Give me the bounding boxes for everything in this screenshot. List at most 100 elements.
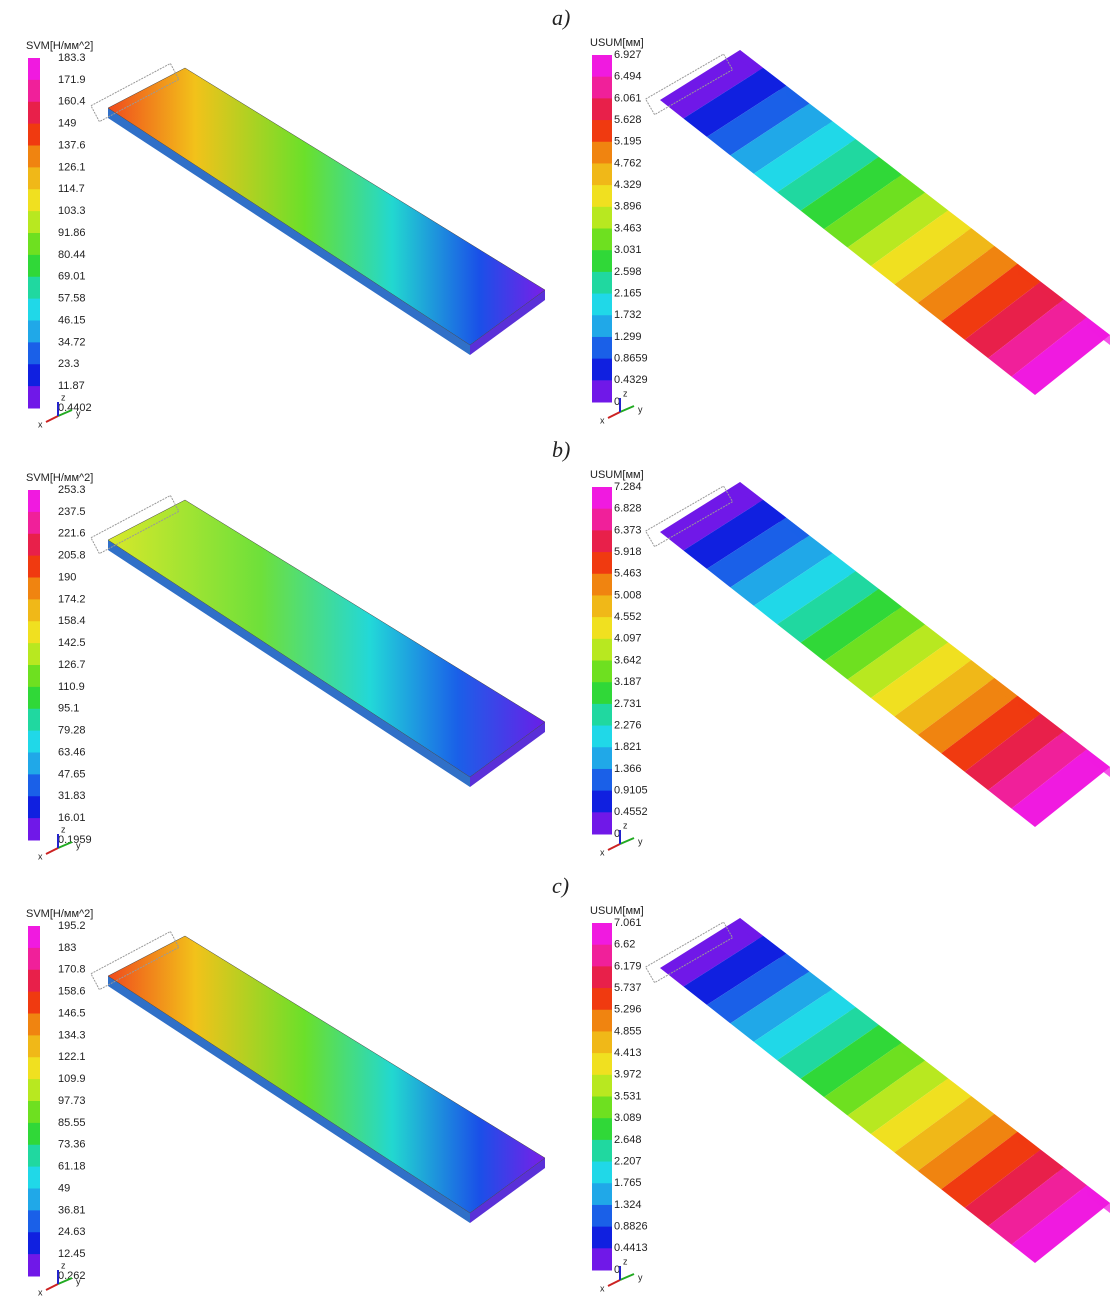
- legend-tick-label: 95.1: [58, 703, 79, 715]
- legend-band: [592, 595, 612, 617]
- legend-tick-label: 36.81: [58, 1204, 86, 1216]
- legend-tick-label: 7.061: [614, 917, 642, 929]
- legend-band: [28, 277, 40, 299]
- legend-tick-label: 142.5: [58, 637, 86, 649]
- legend-band: [28, 321, 40, 343]
- legend-tick-label: 5.918: [614, 546, 642, 558]
- legend-tick-label: 2.207: [614, 1155, 642, 1167]
- legend-band: [592, 791, 612, 813]
- triad-label: x: [38, 1287, 43, 1297]
- legend-tick-label: 4.413: [614, 1047, 642, 1059]
- legend-band: [28, 364, 40, 386]
- triad-label: y: [638, 836, 643, 846]
- legend-band: [28, 709, 40, 731]
- legend-tick-label: 6.179: [614, 960, 642, 972]
- legend-tick-label: 0.1959: [58, 834, 92, 846]
- triad-label: x: [38, 419, 43, 429]
- legend-band: [28, 233, 40, 255]
- legend-band: [592, 294, 612, 316]
- triad-label: z: [61, 392, 66, 402]
- legend-band: [28, 1210, 40, 1232]
- legend-tick-label: 1.299: [614, 331, 642, 343]
- legend-tick-label: 3.972: [614, 1069, 642, 1081]
- triad-label: y: [76, 840, 81, 850]
- triad-axis: [46, 848, 58, 854]
- legend-band: [592, 55, 612, 77]
- legend-band: [592, 359, 612, 381]
- legend-tick-label: 12.45: [58, 1248, 86, 1260]
- legend-tick-label: 170.8: [58, 964, 86, 976]
- legend-band: [28, 599, 40, 621]
- legend-tick-label: 34.72: [58, 336, 86, 348]
- panel: c)SVM[Н/мм^2]195.2183170.8158.6146.5134.…: [26, 873, 1110, 1297]
- triad-label: y: [638, 1272, 643, 1282]
- legend-title: USUM[мм]: [590, 37, 644, 49]
- legend-tick-label: 1.324: [614, 1199, 642, 1211]
- legend-band: [592, 966, 612, 988]
- legend-tick-label: 85.55: [58, 1117, 86, 1129]
- legend-tick-label: 3.187: [614, 676, 642, 688]
- triad-label: y: [76, 408, 81, 418]
- legend-tick-label: 158.4: [58, 615, 86, 627]
- legend-band: [28, 146, 40, 168]
- legend-band: [592, 250, 612, 272]
- legend-band: [28, 299, 40, 321]
- legend-band: [28, 1079, 40, 1101]
- triad-label: x: [600, 415, 605, 425]
- legend-band: [28, 556, 40, 578]
- legend-tick-label: 1.732: [614, 309, 642, 321]
- legend-tick-label: 91.86: [58, 227, 86, 239]
- legend-tick-label: 195.2: [58, 920, 86, 932]
- legend-band: [592, 509, 612, 531]
- legend-tick-label: 46.15: [58, 314, 86, 326]
- legend-band: [592, 1053, 612, 1075]
- legend-tick-label: 4.762: [614, 157, 642, 169]
- legend-tick-label: 205.8: [58, 550, 86, 562]
- legend-tick-label: 79.28: [58, 725, 86, 737]
- legend-band: [28, 255, 40, 277]
- legend-tick-label: 2.731: [614, 698, 642, 710]
- legend-band: [592, 530, 612, 552]
- legend-band: [28, 189, 40, 211]
- legend-band: [28, 342, 40, 364]
- legend-tick-label: 5.195: [614, 136, 642, 148]
- legend-band: [28, 818, 40, 840]
- legend-title: USUM[мм]: [590, 469, 644, 481]
- legend-tick-label: 146.5: [58, 1007, 86, 1019]
- triad-label: z: [623, 388, 628, 398]
- legend-title: SVM[Н/мм^2]: [26, 472, 93, 484]
- legend-tick-label: 6.494: [614, 71, 642, 83]
- legend-tick-label: 0.4552: [614, 806, 648, 818]
- legend-tick-label: 3.531: [614, 1090, 642, 1102]
- figure: a)SVM[Н/мм^2]183.3171.9160.4149137.6126.…: [0, 0, 1113, 1300]
- legend-tick-label: 3.089: [614, 1112, 642, 1124]
- legend-tick-label: 80.44: [58, 249, 86, 261]
- triad-label: y: [638, 404, 643, 414]
- triad-axis: [608, 412, 620, 418]
- legend-band: [592, 988, 612, 1010]
- legend-tick-label: 122.1: [58, 1051, 86, 1063]
- legend-band: [28, 1167, 40, 1189]
- legend-band: [28, 774, 40, 796]
- legend-tick-label: 0.4329: [614, 374, 648, 386]
- legend-tick-label: 11.87: [58, 380, 85, 392]
- legend-band: [28, 102, 40, 124]
- legend-band: [592, 315, 612, 337]
- legend-band: [592, 552, 612, 574]
- legend-tick-label: 4.552: [614, 611, 642, 623]
- legend-tick-label: 183.3: [58, 52, 86, 64]
- legend-band: [28, 621, 40, 643]
- panel: a)SVM[Н/мм^2]183.3171.9160.4149137.6126.…: [26, 5, 1110, 429]
- triad-axis: [608, 844, 620, 850]
- legend-band: [28, 1189, 40, 1211]
- legend-tick-label: 2.276: [614, 719, 642, 731]
- legend-band: [28, 926, 40, 948]
- legend-tick-label: 183: [58, 942, 76, 954]
- legend-band: [592, 1075, 612, 1097]
- legend-band: [592, 380, 612, 402]
- triad-axis: [620, 406, 634, 412]
- legend-band: [28, 992, 40, 1014]
- legend-band: [592, 704, 612, 726]
- legend-band: [592, 812, 612, 834]
- legend-tick-label: 0.8826: [614, 1221, 648, 1233]
